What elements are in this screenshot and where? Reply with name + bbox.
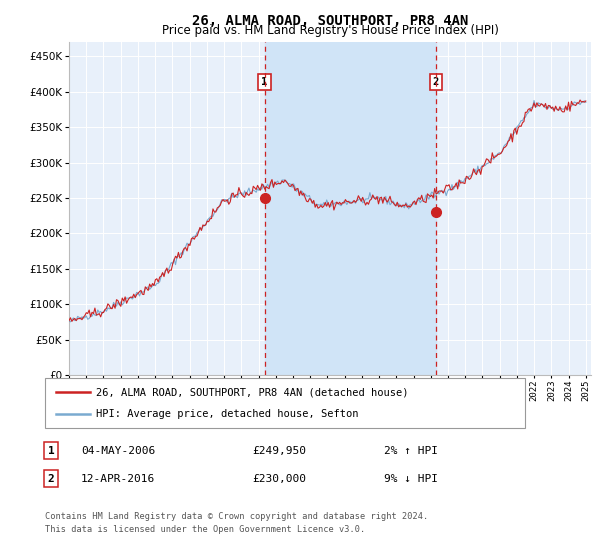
Text: Contains HM Land Registry data © Crown copyright and database right 2024.: Contains HM Land Registry data © Crown c… (45, 512, 428, 521)
Text: 2% ↑ HPI: 2% ↑ HPI (384, 446, 438, 456)
Text: 1: 1 (262, 77, 268, 87)
Text: £230,000: £230,000 (252, 474, 306, 484)
Text: 12-APR-2016: 12-APR-2016 (81, 474, 155, 484)
Text: £249,950: £249,950 (252, 446, 306, 456)
Text: 2: 2 (433, 77, 439, 87)
Text: 26, ALMA ROAD, SOUTHPORT, PR8 4AN: 26, ALMA ROAD, SOUTHPORT, PR8 4AN (192, 14, 468, 28)
Text: 9% ↓ HPI: 9% ↓ HPI (384, 474, 438, 484)
Text: 1: 1 (47, 446, 55, 456)
Text: 26, ALMA ROAD, SOUTHPORT, PR8 4AN (detached house): 26, ALMA ROAD, SOUTHPORT, PR8 4AN (detac… (96, 387, 409, 397)
Text: 2: 2 (47, 474, 55, 484)
Text: 04-MAY-2006: 04-MAY-2006 (81, 446, 155, 456)
Text: This data is licensed under the Open Government Licence v3.0.: This data is licensed under the Open Gov… (45, 525, 365, 534)
Text: Price paid vs. HM Land Registry's House Price Index (HPI): Price paid vs. HM Land Registry's House … (161, 24, 499, 37)
Text: HPI: Average price, detached house, Sefton: HPI: Average price, detached house, Seft… (96, 409, 359, 419)
Bar (265, 42, 436, 375)
